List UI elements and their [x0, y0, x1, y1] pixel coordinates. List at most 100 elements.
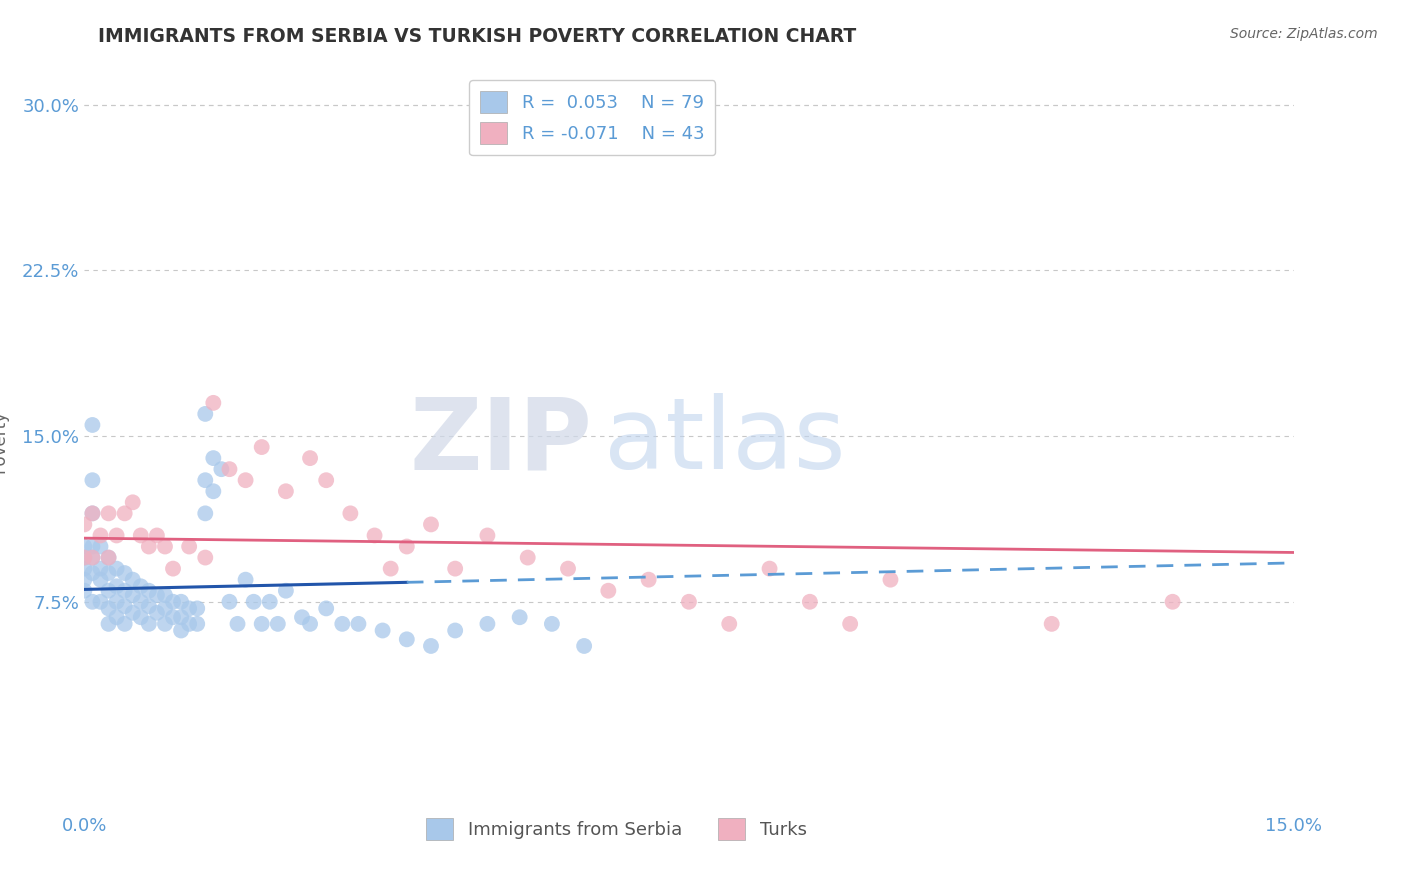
Point — [89, 561, 111, 575]
Point — [363, 528, 385, 542]
Point — [194, 407, 217, 421]
Point — [380, 561, 402, 575]
Point — [121, 495, 143, 509]
Point — [121, 588, 143, 602]
Point — [179, 540, 201, 554]
Point — [202, 484, 225, 499]
Point — [202, 396, 225, 410]
Point — [444, 624, 467, 638]
Point — [153, 540, 176, 554]
Point — [758, 561, 780, 575]
Point — [73, 550, 96, 565]
Point — [194, 550, 217, 565]
Point — [153, 588, 176, 602]
Point — [129, 528, 152, 542]
Point — [73, 550, 96, 565]
Point — [82, 550, 104, 565]
Point — [162, 595, 184, 609]
Point — [718, 616, 741, 631]
Point — [97, 601, 120, 615]
Point — [89, 540, 111, 554]
Point — [395, 632, 418, 647]
Point — [89, 595, 111, 609]
Point — [170, 610, 193, 624]
Point — [420, 517, 443, 532]
Point — [179, 616, 201, 631]
Point — [1040, 616, 1063, 631]
Point — [82, 540, 104, 554]
Point — [73, 517, 96, 532]
Point — [146, 588, 169, 602]
Point — [395, 540, 418, 554]
Point — [235, 473, 257, 487]
Point — [146, 606, 169, 620]
Point — [477, 528, 499, 542]
Point — [114, 507, 136, 521]
Text: Source: ZipAtlas.com: Source: ZipAtlas.com — [1230, 27, 1378, 41]
Point — [82, 507, 104, 521]
Point — [637, 573, 659, 587]
Point — [274, 583, 297, 598]
Y-axis label: Poverty: Poverty — [0, 410, 8, 473]
Point — [82, 417, 104, 432]
Point — [97, 566, 120, 580]
Point — [194, 507, 217, 521]
Point — [138, 540, 160, 554]
Point — [879, 573, 901, 587]
Point — [839, 616, 862, 631]
Point — [194, 473, 217, 487]
Point — [73, 540, 96, 554]
Point — [97, 583, 120, 598]
Point — [250, 616, 273, 631]
Point — [1161, 595, 1184, 609]
Point — [73, 583, 96, 598]
Point — [138, 616, 160, 631]
Point — [138, 583, 160, 598]
Point — [82, 550, 104, 565]
Point — [315, 601, 337, 615]
Point — [274, 484, 297, 499]
Point — [444, 561, 467, 575]
Point — [97, 507, 120, 521]
Point — [209, 462, 232, 476]
Point — [420, 639, 443, 653]
Point — [138, 599, 160, 614]
Point — [250, 440, 273, 454]
Point — [242, 595, 264, 609]
Point — [202, 451, 225, 466]
Legend: Immigrants from Serbia, Turks: Immigrants from Serbia, Turks — [419, 811, 814, 847]
Point — [347, 616, 370, 631]
Point — [89, 573, 111, 587]
Point — [477, 616, 499, 631]
Point — [557, 561, 579, 575]
Point — [114, 599, 136, 614]
Point — [129, 595, 152, 609]
Point — [170, 624, 193, 638]
Point — [114, 583, 136, 598]
Point — [186, 616, 208, 631]
Point — [105, 610, 128, 624]
Point — [73, 561, 96, 575]
Point — [186, 601, 208, 615]
Point — [572, 639, 595, 653]
Point — [162, 561, 184, 575]
Point — [226, 616, 249, 631]
Point — [82, 595, 104, 609]
Point — [162, 610, 184, 624]
Point — [218, 595, 240, 609]
Point — [146, 528, 169, 542]
Point — [153, 616, 176, 631]
Point — [509, 610, 531, 624]
Point — [82, 566, 104, 580]
Point — [97, 550, 120, 565]
Point — [799, 595, 821, 609]
Point — [299, 616, 322, 631]
Point — [678, 595, 700, 609]
Point — [291, 610, 314, 624]
Point — [153, 601, 176, 615]
Point — [541, 616, 564, 631]
Text: atlas: atlas — [605, 393, 846, 490]
Point — [371, 624, 394, 638]
Point — [97, 550, 120, 565]
Point — [259, 595, 281, 609]
